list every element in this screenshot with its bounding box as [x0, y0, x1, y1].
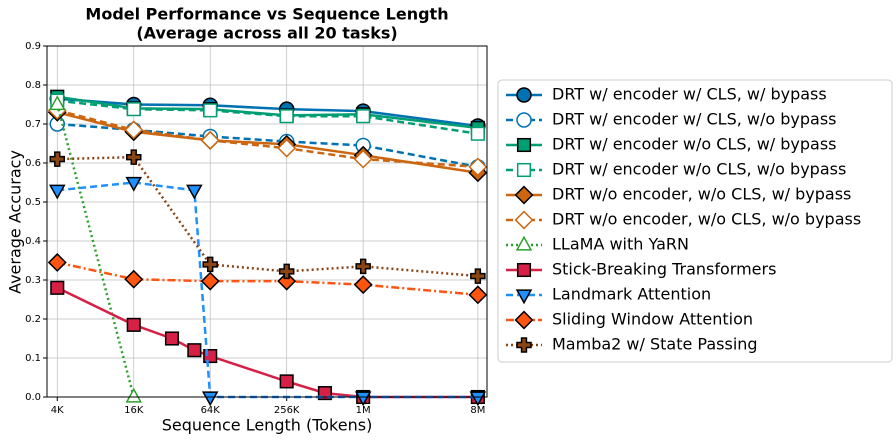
marker: [49, 151, 66, 167]
marker: [470, 126, 485, 141]
legend-label: DRT w/ encoder w/o CLS, w/ bypass: [552, 135, 837, 154]
marker: [164, 331, 180, 346]
marker: [186, 184, 203, 200]
marker: [515, 289, 533, 305]
legend-label: DRT w/ encoder w/ CLS, w/o bypass: [552, 110, 837, 129]
legend-label: DRT w/ encoder w/ CLS, w/ bypass: [552, 85, 827, 104]
marker: [203, 103, 218, 118]
marker: [356, 109, 371, 124]
legend-label: Sliding Window Attention: [552, 310, 753, 329]
legend-label: DRT w/o encoder, w/o CLS, w/ bypass: [552, 185, 851, 204]
y-tick-label: 0.2: [25, 314, 41, 325]
marker: [516, 337, 532, 353]
chart-subtitle: (Average across all 20 tasks): [136, 24, 397, 43]
legend-label: Landmark Attention: [552, 285, 711, 304]
marker: [125, 387, 143, 403]
legend-box: [497, 79, 893, 363]
series-line: [57, 99, 479, 135]
y-tick-label: 0.7: [25, 119, 41, 130]
x-tick-label: 256K: [274, 405, 300, 416]
marker: [48, 184, 66, 200]
legend-label: DRT w/o encoder, w/o CLS, w/o bypass: [552, 210, 861, 229]
legend-label: Stick-Breaking Transformers: [552, 260, 776, 279]
legend-label: Mamba2 w/ State Passing: [552, 335, 758, 354]
marker: [469, 391, 487, 407]
series-line: [56, 104, 135, 398]
y-tick-label: 0.8: [25, 80, 41, 91]
marker: [201, 391, 219, 407]
y-tick-label: 0.1: [25, 353, 41, 364]
plot: [47, 89, 488, 407]
y-tick-label: 0.5: [25, 197, 41, 208]
grid: 0.0 0.1 0.2 0.3 0.4 0.5 0.6 0.7 0.8 0.9 4K 16K 64K 25…: [25, 41, 487, 416]
marker: [515, 235, 533, 251]
marker: [279, 374, 294, 389]
marker: [516, 162, 532, 178]
y-tick-label: 0.4: [25, 236, 41, 247]
series-line: [57, 155, 478, 278]
marker: [277, 138, 297, 158]
marker: [516, 87, 532, 103]
marker: [354, 391, 372, 407]
marker: [514, 310, 534, 330]
x-tick-label: 8M: [470, 405, 485, 416]
marker: [200, 130, 220, 150]
series-line: [57, 122, 479, 169]
marker: [353, 149, 373, 169]
y-tick-label: 0.6: [25, 158, 41, 169]
marker: [124, 120, 144, 140]
marker: [126, 317, 141, 332]
marker: [470, 268, 486, 284]
marker: [48, 95, 66, 111]
x-tick-label: 4K: [51, 405, 64, 416]
x-tick-label: 64K: [201, 405, 221, 416]
marker: [514, 185, 534, 205]
marker: [279, 109, 294, 124]
marker: [278, 263, 295, 280]
chart-title: Model Performance vs Sequence Length: [85, 5, 448, 24]
series-line: [56, 111, 479, 174]
x-tick-label: 1M: [356, 405, 371, 416]
marker: [355, 258, 371, 275]
marker: [516, 262, 532, 278]
marker: [277, 271, 297, 291]
marker: [514, 210, 534, 230]
y-tick-label: 0.0: [25, 392, 41, 403]
marker: [124, 269, 144, 289]
marker: [202, 256, 218, 273]
legend-label: LLaMA with YaRN: [552, 235, 689, 254]
legend-label: DRT w/ encoder w/o CLS, w/o bypass: [552, 160, 846, 179]
y-tick-label: 0.3: [25, 275, 41, 286]
marker: [125, 176, 143, 192]
series-line: [57, 261, 478, 297]
marker: [47, 252, 67, 272]
marker: [187, 343, 202, 358]
y-tick-label: 0.9: [25, 41, 41, 52]
marker: [353, 275, 373, 295]
marker: [126, 102, 141, 117]
marker: [516, 112, 532, 128]
marker: [468, 157, 488, 177]
plot-frame: [46, 45, 488, 398]
marker: [516, 137, 532, 153]
marker: [468, 285, 488, 305]
marker: [50, 280, 65, 295]
x-axis-label: Sequence Length (Tokens): [162, 416, 373, 435]
series-line: [57, 97, 479, 128]
legend: DRT w/ encoder w/ CLS, w/ bypass DRT w/ e…: [506, 85, 861, 354]
marker: [125, 149, 142, 165]
x-tick-label: 16K: [124, 405, 144, 416]
marker: [200, 271, 220, 291]
y-axis-label: Average Accuracy: [6, 150, 25, 294]
